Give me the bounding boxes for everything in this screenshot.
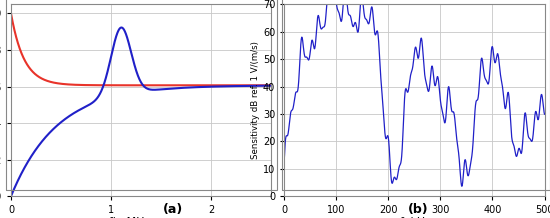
δS0 [8, 195, 14, 198]
δA0 [268, 84, 274, 87]
Text: (a): (a) [163, 203, 183, 216]
X-axis label: fh, MHz·mm: fh, MHz·mm [108, 217, 174, 218]
δS0 [53, 125, 59, 128]
X-axis label: f, kHz: f, kHz [399, 217, 430, 218]
δS0 [118, 26, 125, 29]
Line: δS0: δS0 [11, 27, 271, 196]
δS0 [37, 142, 44, 144]
δS0 [235, 85, 241, 87]
Y-axis label: Sensitivity dB ref. 1 V/(m/s): Sensitivity dB ref. 1 V/(m/s) [251, 41, 260, 159]
δA0 [235, 84, 241, 87]
δA0 [107, 84, 114, 87]
δS0 [119, 26, 125, 29]
δA0 [263, 84, 270, 87]
δA0 [8, 12, 14, 15]
Line: δA0: δA0 [11, 14, 271, 85]
Text: (b): (b) [408, 203, 428, 216]
δS0 [107, 57, 114, 59]
δA0 [119, 84, 125, 87]
δS0 [268, 84, 274, 87]
δS0 [263, 84, 270, 87]
δA0 [53, 82, 59, 84]
δA0 [37, 77, 44, 79]
